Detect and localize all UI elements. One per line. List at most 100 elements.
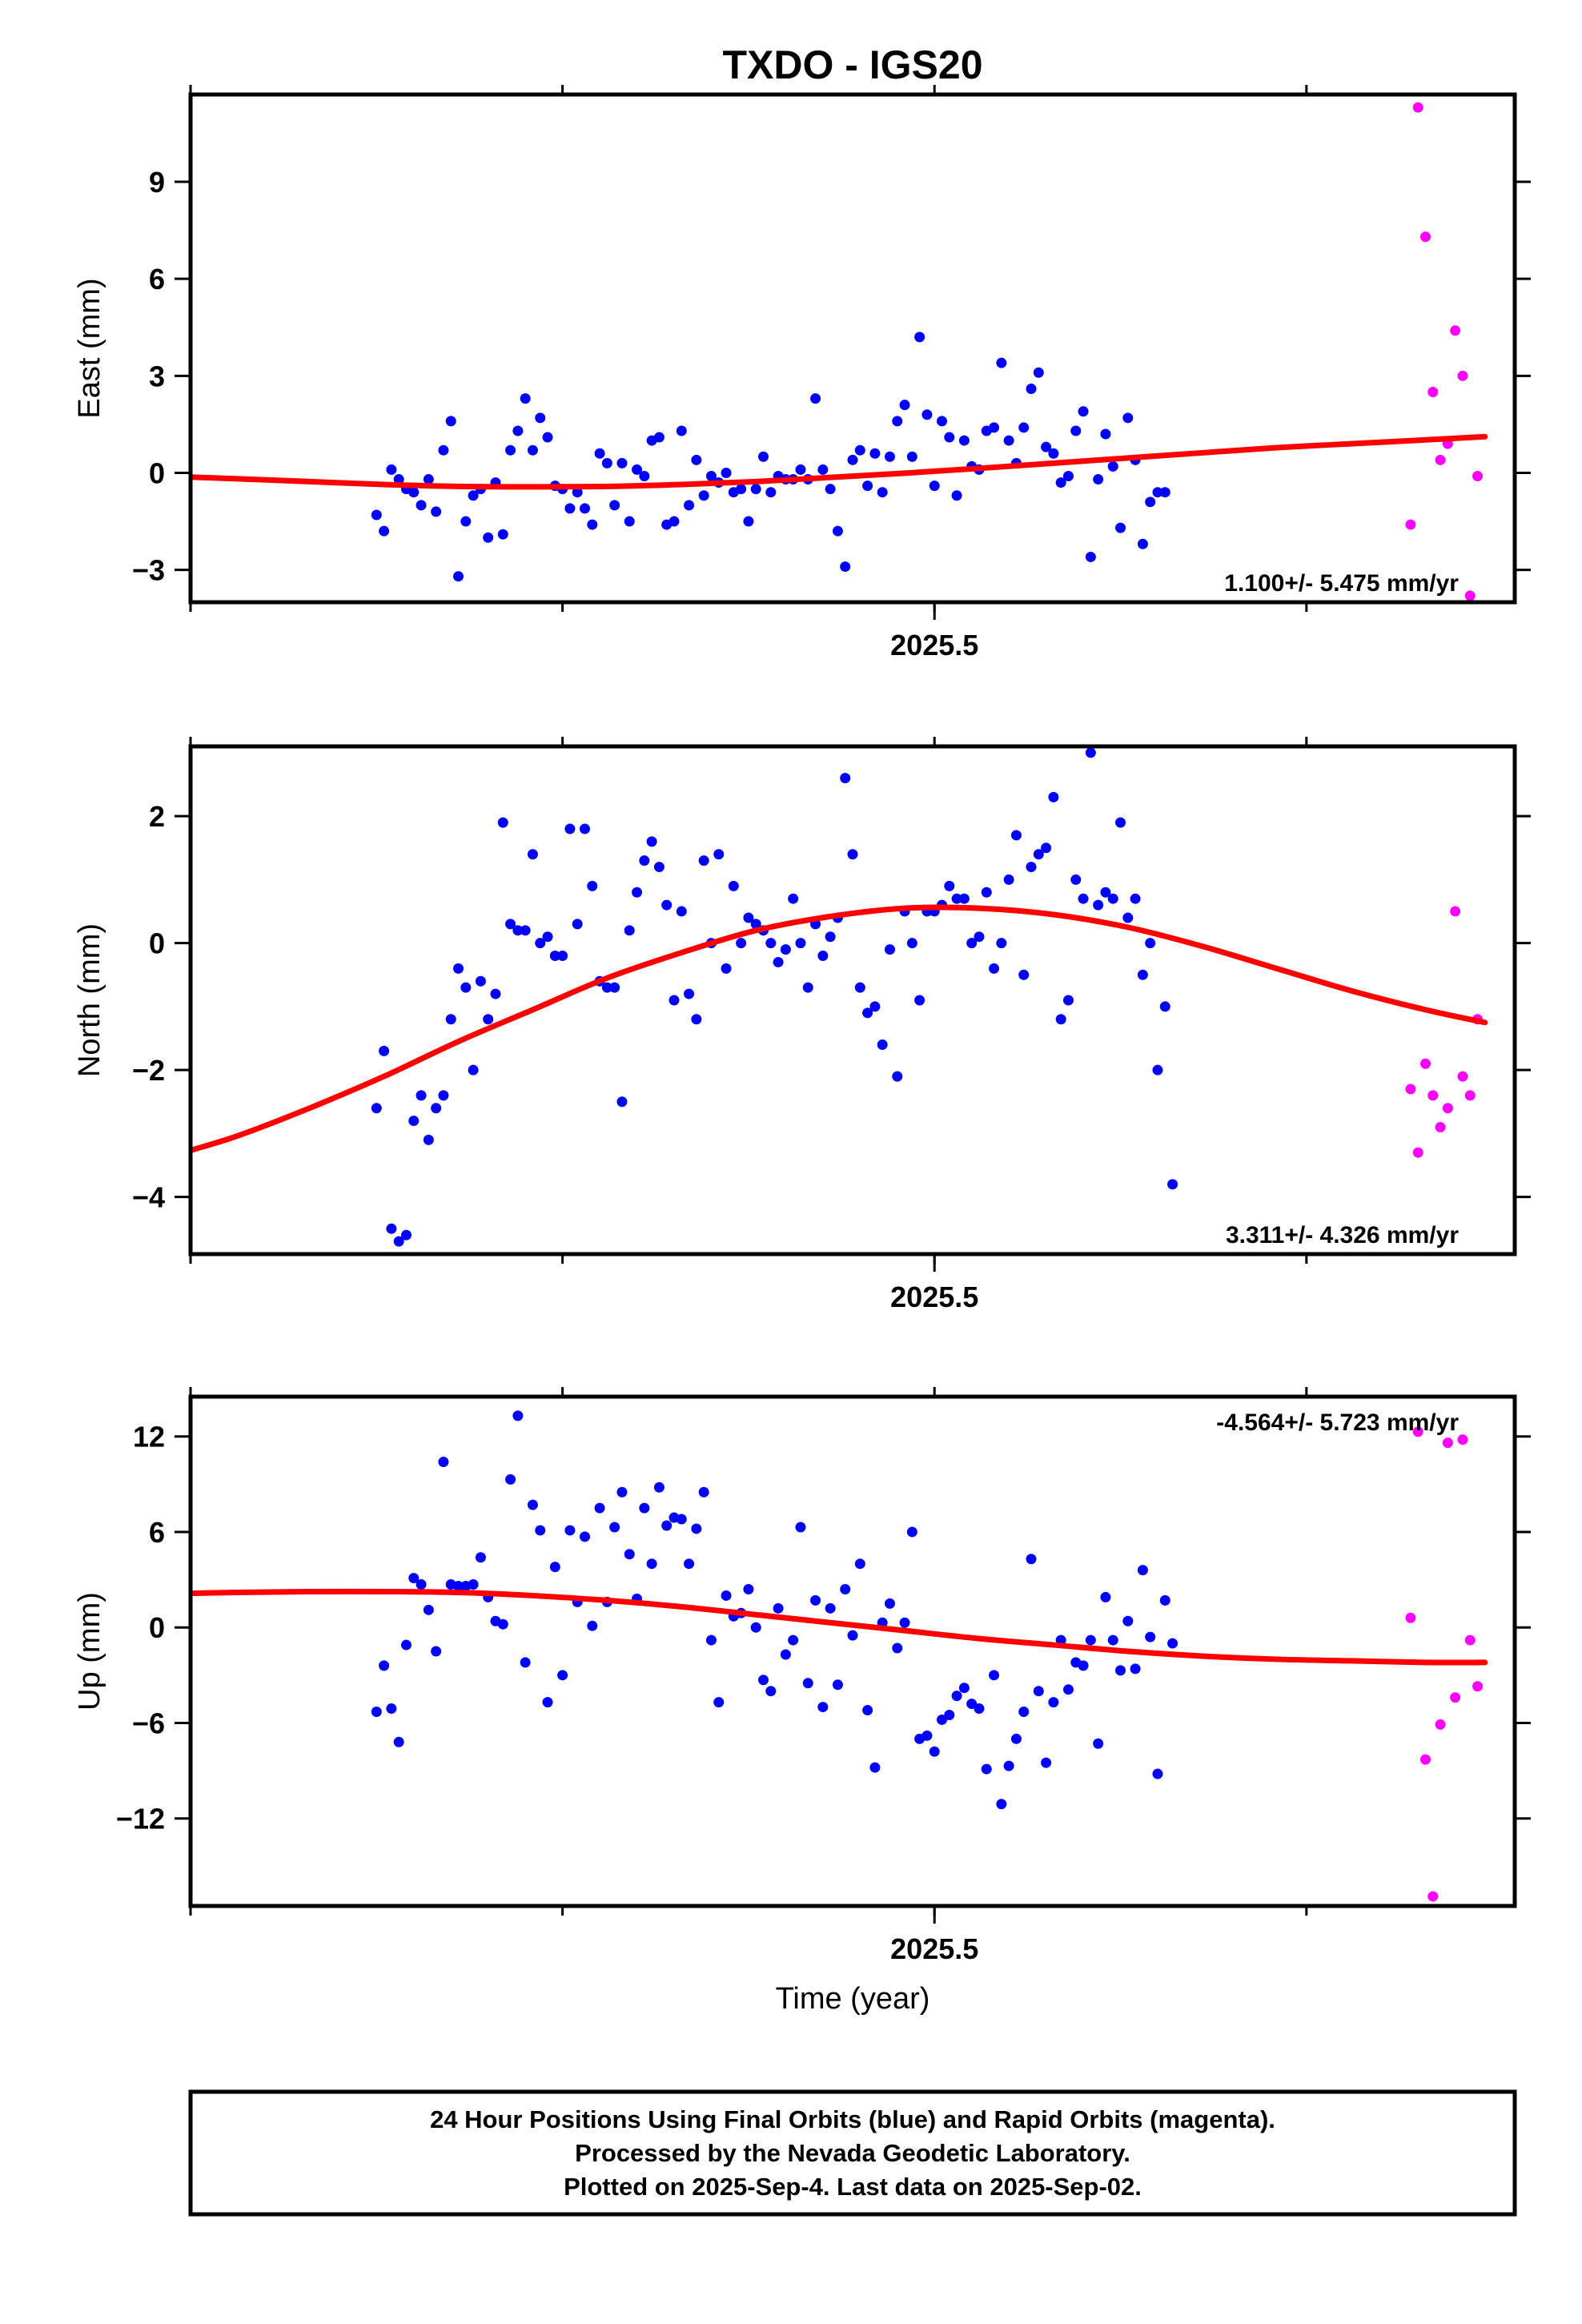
final-point <box>497 1618 508 1630</box>
final-point <box>847 1630 858 1641</box>
final-point <box>1145 497 1156 508</box>
final-point <box>795 938 806 949</box>
final-point <box>579 503 590 514</box>
final-point <box>1100 428 1111 440</box>
final-point <box>1093 474 1104 485</box>
rapid-point <box>1412 1426 1423 1437</box>
final-point <box>527 849 538 860</box>
final-point <box>423 1604 434 1615</box>
final-point <box>639 855 650 866</box>
final-point <box>587 880 598 891</box>
final-point <box>639 471 650 482</box>
final-point <box>609 1522 620 1533</box>
final-point <box>639 1502 650 1514</box>
final-point <box>646 1558 657 1570</box>
final-point <box>817 951 829 962</box>
final-point <box>1078 406 1089 417</box>
final-point <box>1062 995 1074 1006</box>
final-point <box>1003 874 1014 885</box>
final-point <box>1093 1738 1104 1749</box>
x-tick-label-east: 2025.5 <box>890 629 978 661</box>
final-point <box>832 1679 843 1691</box>
final-point <box>1033 1686 1044 1697</box>
y-tick-label-up: 0 <box>149 1611 165 1644</box>
final-point <box>937 1714 948 1725</box>
final-point <box>549 951 560 962</box>
y-tick-label-up: −6 <box>132 1707 165 1739</box>
final-point <box>1003 435 1014 446</box>
final-point <box>661 1520 673 1531</box>
final-point <box>1137 538 1148 549</box>
final-point <box>609 982 620 993</box>
y-tick-label-up: −12 <box>116 1803 165 1835</box>
model-fit-line <box>191 904 1488 1154</box>
rapid-point <box>1457 1071 1468 1082</box>
y-tick-label-east: 6 <box>149 263 165 296</box>
panel-north-frame <box>188 744 1517 1256</box>
final-point <box>736 938 747 949</box>
final-point <box>579 1531 590 1542</box>
final-point <box>1048 791 1059 802</box>
final-point <box>1078 1660 1089 1671</box>
final-point <box>1085 551 1096 562</box>
final-point <box>535 1525 546 1536</box>
y-tick-label-east: 3 <box>149 360 165 392</box>
final-point <box>1167 1638 1178 1649</box>
final-point <box>884 451 895 462</box>
final-point <box>542 1697 553 1708</box>
final-point <box>698 1486 709 1498</box>
footer-box: 24 Hour Positions Using Final Orbits (bl… <box>188 2089 1517 2217</box>
final-point <box>624 516 635 527</box>
final-point <box>1018 1707 1030 1718</box>
final-point <box>371 1707 382 1718</box>
final-point <box>1055 1014 1066 1025</box>
final-point <box>653 862 665 873</box>
rapid-point <box>1450 1692 1461 1703</box>
rapid-point <box>1419 1058 1431 1069</box>
final-point <box>691 454 702 465</box>
final-point <box>616 457 628 468</box>
final-point <box>1070 874 1082 885</box>
final-point <box>1026 383 1037 394</box>
final-point <box>579 823 590 834</box>
velocity-rate-label-up: -4.564+/- 5.723 mm/yr <box>1216 1409 1459 1436</box>
rapid-point <box>1427 1090 1439 1101</box>
final-point <box>408 487 420 498</box>
final-point <box>750 1622 761 1633</box>
final-point <box>1145 938 1156 949</box>
final-point <box>795 1522 806 1533</box>
final-point <box>416 500 427 511</box>
final-point <box>653 432 665 443</box>
rapid-point <box>1412 1147 1423 1158</box>
final-point <box>1130 1663 1141 1675</box>
final-point <box>1122 412 1134 424</box>
final-point <box>944 432 955 443</box>
final-point <box>1167 1179 1178 1190</box>
final-point <box>929 480 940 492</box>
final-point <box>684 1558 695 1570</box>
final-point <box>921 1730 933 1741</box>
rapid-point <box>1405 519 1416 530</box>
final-point <box>757 1675 769 1686</box>
final-point <box>445 416 456 427</box>
rapid-point <box>1457 1434 1468 1445</box>
final-point <box>884 1598 895 1609</box>
final-point <box>632 887 643 898</box>
final-point <box>155 425 166 436</box>
final-point <box>1130 893 1141 904</box>
final-point <box>736 484 747 495</box>
final-point <box>765 487 777 498</box>
final-point <box>728 880 739 891</box>
final-point <box>594 1502 605 1514</box>
final-point <box>1152 1064 1163 1076</box>
final-point <box>788 893 799 904</box>
y-tick-label-north: −2 <box>132 1054 165 1087</box>
final-point <box>1033 367 1044 378</box>
final-point <box>386 464 397 475</box>
final-point <box>542 432 553 443</box>
final-point <box>601 982 612 993</box>
rapid-point <box>1457 370 1468 381</box>
final-point <box>795 464 806 475</box>
final-point <box>624 925 635 936</box>
final-point <box>951 490 962 501</box>
